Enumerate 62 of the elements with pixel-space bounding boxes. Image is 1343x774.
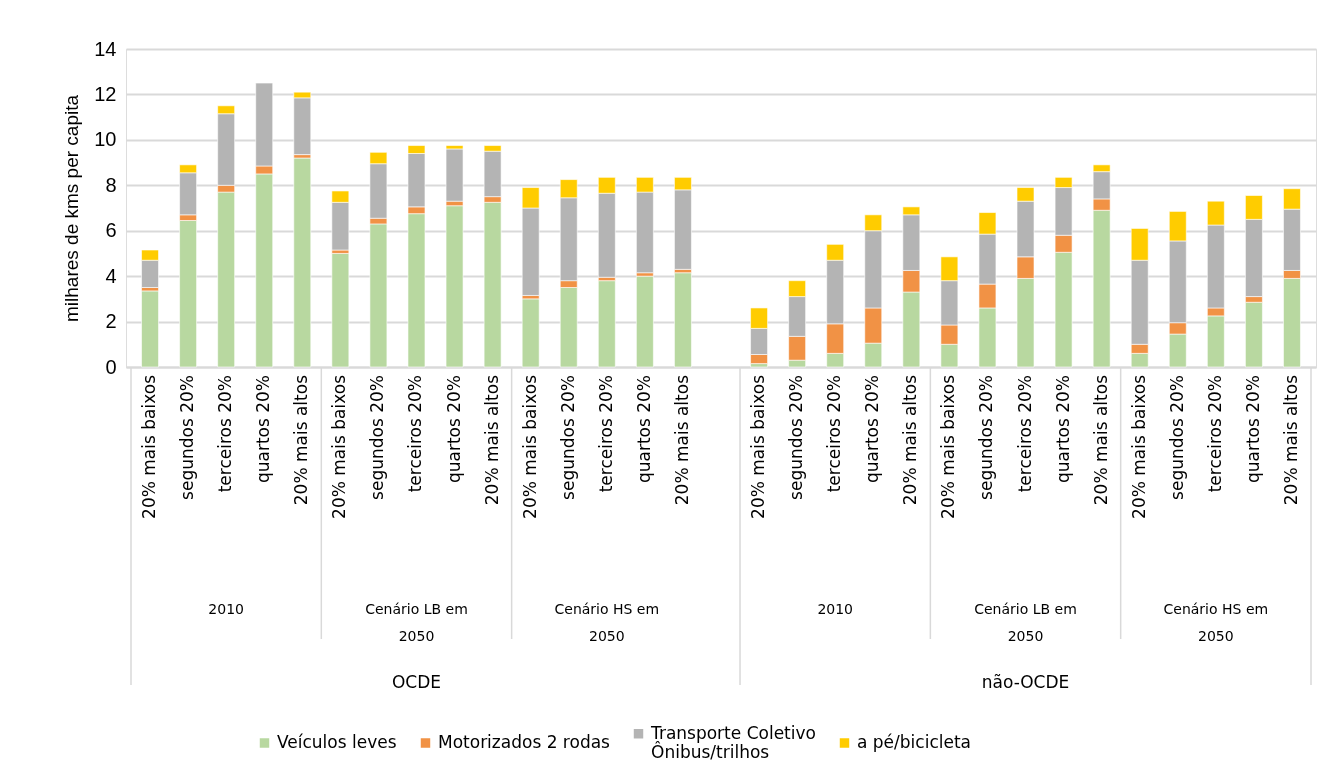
x-tick-label: quartos 20%: [253, 375, 274, 484]
y-tick-label: 12: [94, 82, 117, 105]
legend-label: Transporte Coletivo Ônibus/trilhos: [650, 722, 816, 762]
legend-label: Motorizados 2 rodas: [438, 732, 611, 753]
x-tick-label: quartos 20%: [633, 375, 654, 484]
y-tick-label: 10: [94, 128, 117, 151]
x-tick-label: terceiros 20%: [1204, 375, 1225, 493]
x-tick-label: segundos 20%: [1166, 375, 1187, 500]
x-tick-label: 20% mais altos: [291, 374, 312, 506]
text: 2010: [208, 601, 244, 617]
bar: [674, 272, 692, 368]
x-tick-label: 20% mais baixos: [748, 374, 769, 519]
x-tick-label: segundos 20%: [367, 375, 388, 500]
bar: [1245, 301, 1263, 368]
y-tick-label: 8: [105, 173, 117, 196]
y-tick-label: 4: [105, 264, 117, 287]
text: 2010: [817, 601, 854, 617]
y-tick-label: 14: [94, 37, 117, 60]
bar: [331, 253, 350, 368]
text: Cenário HS em 2050: [1163, 601, 1269, 644]
x-tick-label: terceiros 20%: [824, 375, 845, 493]
bar: [141, 290, 159, 368]
text: Cenário LB em 2050: [365, 601, 468, 644]
text: não-OCDE: [981, 672, 1070, 692]
text: Cenário LB em 2050: [974, 601, 1077, 644]
x-tick-label: segundos 20%: [557, 375, 578, 500]
x-tick-label: 20% mais baixos: [139, 374, 160, 519]
x-tick-label: 20% mais altos: [481, 374, 502, 506]
bar: [598, 280, 616, 368]
x-tick-label: quartos 20%: [862, 375, 883, 484]
x-tick-label: segundos 20%: [786, 375, 807, 500]
bar: [636, 275, 654, 368]
x-tick-label: terceiros 20%: [405, 375, 426, 493]
x-tick-label: 20% mais altos: [1280, 374, 1301, 506]
x-tick-label: quartos 20%: [1052, 375, 1073, 484]
x-tick-label: quartos 20%: [443, 375, 464, 484]
y-tick-label: 0: [105, 355, 117, 378]
x-tick-label: terceiros 20%: [1014, 375, 1035, 493]
y-tick-label: 6: [105, 219, 117, 242]
x-tick-label: 20% mais baixos: [519, 374, 540, 519]
x-tick-label: segundos 20%: [177, 375, 198, 500]
legend-label: Veículos leves: [277, 732, 397, 753]
x-tick-label: 20% mais altos: [900, 374, 921, 506]
x-tick-label: 20% mais altos: [1090, 374, 1111, 506]
x-tick-label: terceiros 20%: [595, 375, 616, 493]
bar: [369, 223, 388, 368]
text: OCDE: [391, 672, 442, 692]
bar: [445, 148, 464, 202]
x-tick-label: 20% mais altos: [671, 374, 692, 506]
x-tick-label: 20% mais baixos: [938, 374, 959, 519]
bar: [445, 205, 464, 368]
x-tick-label: 20% mais baixos: [329, 374, 350, 519]
text: Cenário HS em 2050: [554, 601, 660, 644]
bar: [293, 157, 312, 368]
x-tick-label: terceiros 20%: [215, 375, 236, 493]
x-tick-label: segundos 20%: [976, 375, 997, 500]
x-tick-label: quartos 20%: [1242, 375, 1263, 484]
x-tick-label: 20% mais baixos: [1128, 374, 1149, 519]
y-axis-title: milhares de kms per capita: [61, 94, 83, 323]
y-tick-label: 2: [105, 310, 117, 333]
bar: [521, 298, 540, 368]
legend-label: a pé/bicicleta: [857, 732, 971, 753]
